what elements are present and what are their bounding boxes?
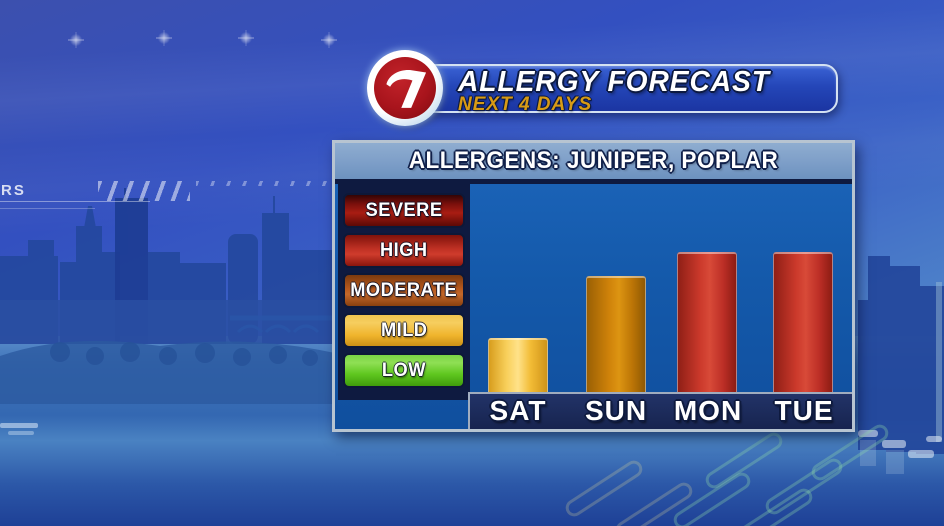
bar-mon bbox=[677, 252, 737, 392]
axis-label-sun: SUN bbox=[584, 395, 648, 426]
allergy-bar-chart: SEVERE HIGH MODERATE MILD LOW bbox=[335, 184, 852, 429]
allergens-header: ALLERGENS: JUNIPER, POPLAR bbox=[335, 143, 852, 179]
legend-item-moderate: MODERATE bbox=[343, 273, 465, 308]
sparkle-glint bbox=[68, 32, 84, 48]
decor-line bbox=[0, 201, 150, 202]
legend-label: MILD bbox=[380, 319, 428, 341]
header-divider bbox=[335, 179, 852, 184]
sparkle-glint bbox=[156, 30, 172, 46]
axis-label-tue: TUE bbox=[774, 395, 834, 426]
legend-item-low: LOW bbox=[343, 353, 465, 388]
header-banner: ALLERGY FORECAST NEXT 4 DAYS bbox=[386, 64, 838, 115]
legend-item-severe: SEVERE bbox=[343, 193, 465, 228]
shore-dock bbox=[8, 431, 34, 435]
logo-red-disc bbox=[374, 57, 436, 119]
page-title: ALLERGY FORECAST bbox=[458, 66, 770, 98]
bar-tue bbox=[773, 252, 833, 392]
legend-label: SEVERE bbox=[365, 199, 443, 221]
background-text-fragment: RS bbox=[1, 182, 26, 199]
hash-marks-decoration bbox=[98, 181, 190, 201]
legend-label: MODERATE bbox=[350, 279, 458, 301]
bar-sat bbox=[488, 338, 548, 392]
legend-label: LOW bbox=[381, 359, 426, 381]
dash-marks-decoration bbox=[196, 181, 356, 186]
legend-item-high: HIGH bbox=[343, 233, 465, 268]
day-axis-band bbox=[468, 392, 852, 429]
sparkle-glint bbox=[321, 32, 337, 48]
legend-item-mild: MILD bbox=[343, 313, 465, 348]
logo-seven-glyph bbox=[386, 69, 427, 108]
allergens-title: ALLERGENS: JUNIPER, POPLAR bbox=[408, 147, 779, 174]
page-subtitle: NEXT 4 DAYS bbox=[458, 94, 593, 115]
axis-label-mon: MON bbox=[673, 395, 743, 426]
allergy-forecast-panel: ALLERGENS: JUNIPER, POPLAR SEVERE HIGH M… bbox=[332, 140, 855, 432]
shore-dock bbox=[0, 423, 38, 428]
severity-legend: SEVERE HIGH MODERATE MILD LOW bbox=[338, 184, 470, 400]
legend-label: HIGH bbox=[380, 239, 428, 261]
station-7-logo bbox=[367, 50, 443, 126]
decor-line bbox=[0, 208, 95, 209]
sparkle-glint bbox=[238, 30, 254, 46]
bar-sun bbox=[586, 276, 646, 392]
axis-label-sat: SAT bbox=[489, 395, 547, 426]
